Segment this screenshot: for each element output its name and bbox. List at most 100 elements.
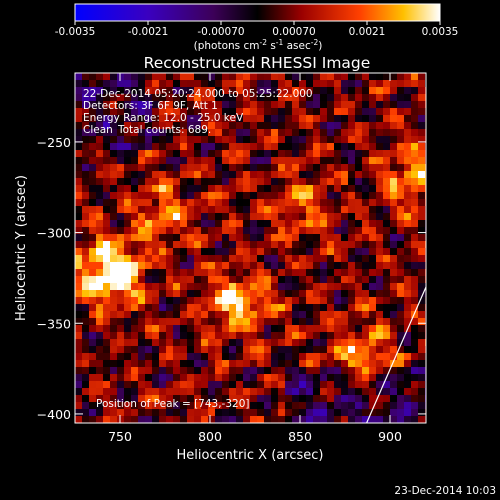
heatmap-cell: [320, 297, 328, 305]
heatmap-cell: [341, 220, 349, 228]
heatmap-cell: [236, 248, 244, 256]
heatmap-cell: [117, 290, 125, 298]
heatmap-cell: [117, 136, 125, 144]
heatmap-cell: [313, 157, 321, 165]
heatmap-cell: [250, 283, 258, 291]
heatmap-cell: [166, 255, 174, 263]
heatmap-cell: [110, 395, 118, 403]
heatmap-cell: [376, 185, 384, 193]
heatmap-cell: [411, 283, 419, 291]
heatmap-cell: [138, 304, 146, 312]
heatmap-cell: [96, 304, 104, 312]
heatmap-cell: [75, 395, 83, 403]
heatmap-cell: [243, 87, 251, 95]
heatmap-cell: [271, 402, 279, 410]
heatmap-cell: [138, 129, 146, 137]
heatmap-cell: [159, 325, 167, 333]
heatmap-cell: [285, 171, 293, 179]
heatmap-cell: [215, 136, 223, 144]
heatmap-cell: [117, 178, 125, 186]
heatmap-cell: [82, 395, 90, 403]
heatmap-cell: [145, 94, 153, 102]
heatmap-cell: [201, 395, 209, 403]
heatmap-cell: [173, 353, 181, 361]
heatmap-cell: [390, 402, 398, 410]
heatmap-cell: [145, 325, 153, 333]
heatmap-cell: [306, 269, 314, 277]
heatmap-cell: [341, 269, 349, 277]
heatmap-cell: [278, 255, 286, 263]
heatmap-cell: [369, 213, 377, 221]
heatmap-cell: [341, 73, 349, 81]
heatmap-cell: [271, 220, 279, 228]
heatmap-cell: [201, 346, 209, 354]
heatmap-cell: [75, 283, 83, 291]
heatmap-cell: [152, 178, 160, 186]
heatmap-cell: [215, 87, 223, 95]
heatmap-cell: [404, 220, 412, 228]
heatmap-cell: [131, 269, 139, 277]
heatmap-cell: [173, 360, 181, 368]
heatmap-cell: [173, 136, 181, 144]
heatmap-cell: [285, 206, 293, 214]
heatmap-cell: [299, 402, 307, 410]
heatmap-cell: [124, 73, 132, 81]
heatmap-cell: [103, 339, 111, 347]
heatmap-cell: [110, 115, 118, 123]
heatmap-cell: [355, 136, 363, 144]
heatmap-cell: [89, 325, 97, 333]
heatmap-cell: [215, 80, 223, 88]
heatmap-cell: [243, 185, 251, 193]
heatmap-cell: [145, 206, 153, 214]
heatmap-cell: [96, 94, 104, 102]
heatmap-cell: [180, 129, 188, 137]
heatmap-cell: [418, 297, 426, 305]
heatmap-cell: [292, 241, 300, 249]
heatmap-cell: [285, 234, 293, 242]
heatmap-cell: [208, 248, 216, 256]
heatmap-cell: [257, 388, 265, 396]
heatmap-cell: [390, 213, 398, 221]
heatmap-cell: [75, 94, 83, 102]
heatmap-cell: [348, 381, 356, 389]
heatmap-cell: [82, 269, 90, 277]
heatmap-cell: [292, 262, 300, 270]
heatmap-cell: [341, 213, 349, 221]
heatmap-cell: [404, 206, 412, 214]
heatmap-cell: [103, 395, 111, 403]
heatmap-cell: [187, 157, 195, 165]
heatmap-cell: [103, 255, 111, 263]
heatmap-cell: [292, 178, 300, 186]
heatmap-cell: [369, 234, 377, 242]
heatmap-cell: [362, 248, 370, 256]
heatmap-cell: [404, 311, 412, 319]
heatmap-cell: [250, 234, 258, 242]
heatmap-cell: [166, 395, 174, 403]
heatmap-cell: [152, 381, 160, 389]
heatmap-cell: [138, 94, 146, 102]
heatmap-cell: [208, 129, 216, 137]
heatmap-cell: [334, 192, 342, 200]
heatmap-cell: [334, 129, 342, 137]
heatmap-cell: [362, 199, 370, 207]
heatmap-cell: [117, 262, 125, 270]
heatmap-cell: [75, 150, 83, 158]
heatmap-cell: [313, 255, 321, 263]
heatmap-cell: [215, 171, 223, 179]
heatmap-cell: [194, 101, 202, 109]
heatmap-cell: [376, 276, 384, 284]
heatmap-cell: [362, 269, 370, 277]
heatmap-cell: [306, 409, 314, 417]
heatmap-cell: [229, 388, 237, 396]
heatmap-cell: [222, 136, 230, 144]
heatmap-cell: [257, 360, 265, 368]
heatmap-cell: [278, 234, 286, 242]
heatmap-cell: [159, 157, 167, 165]
heatmap-cell: [271, 297, 279, 305]
heatmap-cell: [110, 220, 118, 228]
heatmap-cell: [138, 409, 146, 417]
heatmap-cell: [222, 157, 230, 165]
heatmap-cell: [82, 234, 90, 242]
heatmap-cell: [418, 108, 426, 116]
heatmap-cell: [320, 318, 328, 326]
